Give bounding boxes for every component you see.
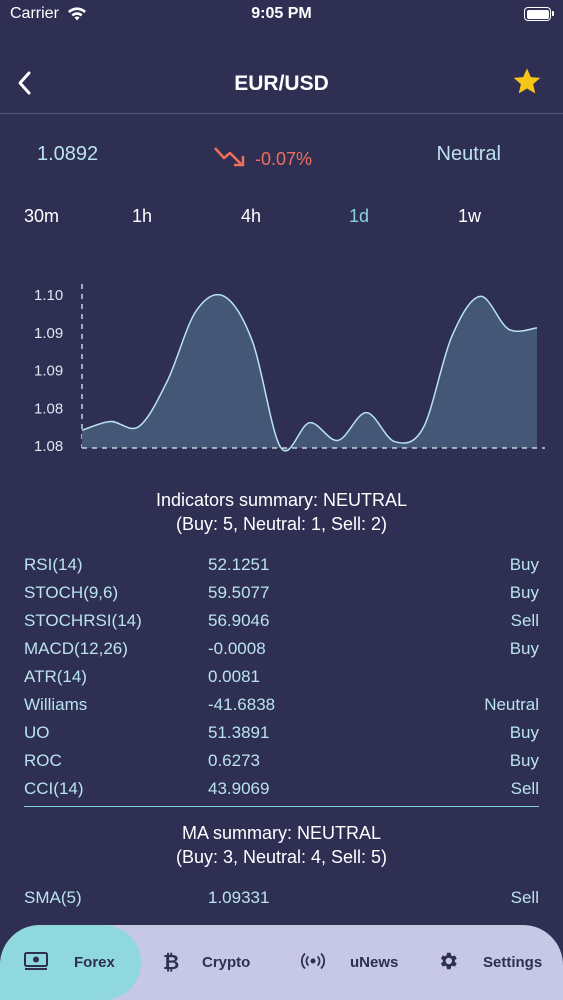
change-percent: -0.07% [255, 149, 313, 169]
indicator-value: 52.1251 [208, 555, 270, 574]
period-1w[interactable]: 1w [458, 206, 482, 226]
period-selector: 30m 1h 4h 1d 1w [0, 206, 563, 230]
y-tick-label: 1.09 [34, 325, 63, 342]
page-title: EUR/USD [234, 72, 329, 95]
ma-summary-counts: (Buy: 3, Neutral: 4, Sell: 5) [175, 847, 388, 867]
trend-down-icon [213, 145, 249, 174]
table-row: STOCH(9,6) 59.5077 Buy [24, 583, 539, 611]
tab-crypto[interactable]: ₿ Crypto [160, 925, 250, 1000]
indicator-value: 43.9069 [208, 779, 270, 798]
tab-crypto-label: Crypto [202, 954, 251, 971]
banknote-icon [24, 951, 48, 974]
table-row: Williams -41.6838 Neutral [24, 695, 539, 723]
tab-forex[interactable]: Forex [0, 925, 141, 1000]
navigation-bar: EUR/USD [0, 52, 563, 114]
indicator-name: UO [24, 723, 50, 742]
indicator-action: Buy [509, 583, 539, 602]
table-row: ATR(14) 0.0081 [24, 667, 539, 695]
indicator-value: 1.09331 [208, 888, 270, 907]
tab-settings-label: Settings [483, 954, 543, 971]
svg-text:₿: ₿ [163, 950, 179, 973]
signal-label: Neutral [436, 143, 501, 165]
indicator-name: STOCHRSI(14) [24, 611, 142, 630]
indicator-name: SMA(5) [24, 888, 82, 907]
indicator-name: CCI(14) [24, 779, 84, 798]
carrier-label: Carrier [10, 5, 59, 22]
indicators-summary: Indicators summary: NEUTRAL (Buy: 5, Neu… [0, 488, 563, 536]
indicator-name: Williams [24, 695, 88, 714]
divider [24, 806, 539, 807]
period-4h[interactable]: 4h [241, 206, 262, 226]
indicator-action: Buy [509, 639, 539, 658]
y-tick-label: 1.09 [34, 363, 63, 380]
status-bar: Carrier 9:05 PM [0, 0, 563, 30]
indicators-summary-title: Indicators summary: NEUTRAL [155, 490, 408, 510]
indicator-action: Sell [510, 779, 539, 798]
period-1d[interactable]: 1d [349, 206, 370, 226]
indicator-action: Neutral [484, 695, 539, 714]
ma-summary-title: MA summary: NEUTRAL [181, 823, 382, 843]
chevron-left-icon[interactable] [14, 68, 36, 98]
ma-summary: MA summary: NEUTRAL (Buy: 3, Neutral: 4,… [0, 821, 563, 869]
indicator-value: -0.0008 [208, 639, 266, 658]
tab-forex-label: Forex [74, 954, 115, 971]
period-1h[interactable]: 1h [132, 206, 153, 226]
broadcast-icon [300, 951, 326, 975]
tab-unews[interactable]: uNews [300, 925, 398, 1000]
y-tick-label: 1.08 [34, 400, 63, 417]
tab-bar: Forex ₿ Crypto uNews Settings [0, 925, 563, 1000]
indicators-summary-counts: (Buy: 5, Neutral: 1, Sell: 2) [175, 514, 388, 534]
gear-icon [437, 950, 459, 976]
tab-unews-label: uNews [350, 954, 399, 971]
wifi-icon [67, 6, 87, 27]
y-tick-label: 1.08 [34, 438, 63, 455]
indicator-value: 56.9046 [208, 611, 270, 630]
indicator-name: RSI(14) [24, 555, 83, 574]
indicator-value: 59.5077 [208, 583, 270, 602]
series-area [82, 294, 537, 451]
indicator-name: ATR(14) [24, 667, 87, 686]
table-row: ROC 0.6273 Buy [24, 751, 539, 779]
price-change: -0.07% [213, 145, 312, 174]
tab-settings[interactable]: Settings [437, 925, 542, 1000]
indicator-value: -41.6838 [208, 695, 276, 714]
price-value: 1.0892 [37, 143, 99, 165]
star-icon[interactable] [511, 66, 543, 98]
battery-icon [524, 7, 554, 21]
indicator-value: 0.0081 [208, 667, 260, 686]
price-chart: 1.10 1.09 1.09 1.08 1.08 [34, 284, 545, 455]
indicator-action: Sell [510, 888, 539, 907]
table-row: SMA(5) 1.09331 Sell [24, 888, 539, 916]
indicator-name: MACD(12,26) [24, 639, 128, 658]
indicator-action: Sell [510, 611, 539, 630]
indicator-action: Buy [509, 555, 539, 574]
table-row: RSI(14) 52.1251 Buy [24, 555, 539, 583]
clock: 9:05 PM [251, 5, 312, 22]
table-row: UO 51.3891 Buy [24, 723, 539, 751]
indicator-name: STOCH(9,6) [24, 583, 119, 602]
indicator-value: 0.6273 [208, 751, 260, 770]
bitcoin-icon: ₿ [160, 949, 182, 977]
series-line [81, 293, 538, 452]
table-row: STOCHRSI(14) 56.9046 Sell [24, 611, 539, 639]
period-30m[interactable]: 30m [24, 206, 60, 226]
table-row: CCI(14) 43.9069 Sell [24, 779, 539, 807]
indicator-value: 51.3891 [208, 723, 270, 742]
indicator-name: ROC [24, 751, 62, 770]
y-tick-label: 1.10 [34, 287, 63, 304]
indicator-action: Buy [509, 751, 539, 770]
indicator-action: Buy [509, 723, 539, 742]
table-row: MACD(12,26) -0.0008 Buy [24, 639, 539, 667]
